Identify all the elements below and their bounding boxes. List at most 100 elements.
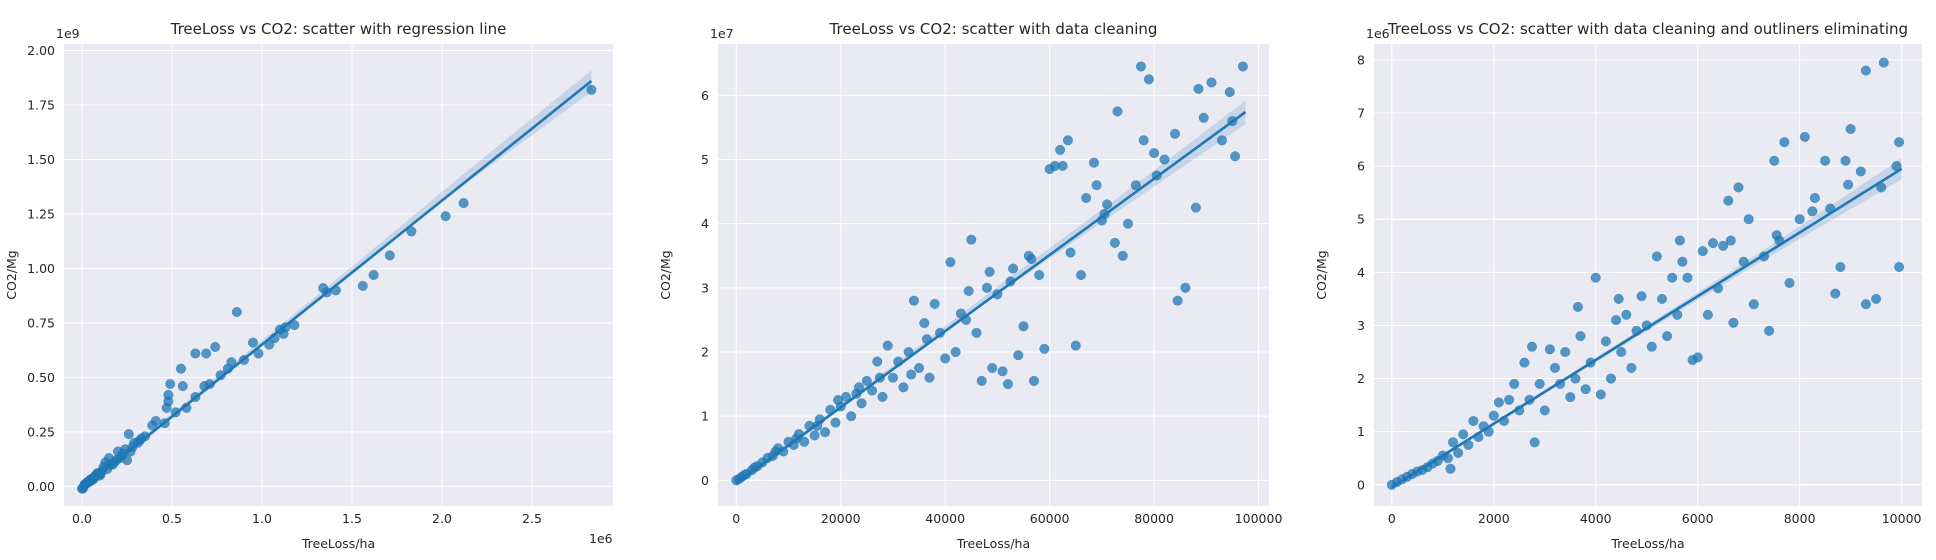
data-point [1769, 155, 1780, 166]
x-tick-label: 0 [732, 511, 740, 526]
data-point [1028, 375, 1040, 386]
data-point [1702, 309, 1713, 320]
data-point [877, 391, 888, 402]
data-point [1230, 151, 1241, 162]
data-point [1138, 135, 1149, 146]
data-point [384, 250, 395, 261]
data-point [1718, 240, 1729, 251]
data-point [1572, 301, 1583, 312]
x-axis-label: TreeLoss/ha [1610, 536, 1684, 551]
data-point [846, 411, 857, 422]
data-point [1130, 180, 1141, 191]
data-point [1224, 87, 1235, 98]
data-point [1190, 202, 1201, 213]
x-tick-label: 4000 [1580, 511, 1612, 526]
data-point [1611, 315, 1622, 326]
data-point [177, 381, 188, 392]
x-tick-label: 6000 [1682, 511, 1714, 526]
x-tick-label: 1.5 [342, 511, 362, 526]
data-point [1102, 199, 1113, 210]
data-point [1733, 182, 1744, 193]
data-point [1605, 373, 1617, 384]
data-point [1193, 83, 1204, 94]
data-point [165, 378, 176, 390]
x-tick-label: 2.5 [522, 511, 542, 526]
data-point [1743, 214, 1754, 225]
data-point [1590, 272, 1601, 283]
data-point [1845, 123, 1856, 135]
data-point [914, 362, 925, 374]
x-tick-label: 0.0 [72, 511, 92, 526]
data-point [1636, 291, 1647, 302]
y-tick-label: 3 [1357, 318, 1365, 333]
y-tick-label: 1.50 [27, 152, 55, 167]
data-point [1091, 180, 1102, 191]
data-point [368, 269, 379, 281]
chart-panel-1: 0.0 0.5 1.0 1.5 2.0 2.5 0.00 0.25 0.50 0.75 1.00 1.… [4, 20, 613, 551]
data-point [1674, 235, 1685, 246]
data-point [1216, 135, 1228, 146]
data-point [1840, 155, 1851, 166]
chart-panel-3: 0 2000 4000 6000 8000 10000 0 1 2 3 4 5 6 7 8 TreeLoss … [1314, 20, 1922, 551]
data-point [1112, 106, 1123, 117]
data-point [1447, 437, 1459, 448]
data-point [1723, 195, 1734, 206]
data-point [1843, 179, 1854, 190]
data-point [1075, 269, 1087, 281]
regression-line [81, 80, 593, 490]
data-point [833, 395, 844, 406]
y-tick-label: 2.00 [27, 43, 55, 58]
data-point [1595, 389, 1606, 400]
data-point [123, 429, 134, 440]
data-point [1453, 447, 1464, 458]
data-point [1018, 321, 1029, 332]
data-point [1109, 237, 1120, 248]
regression-line [735, 110, 1247, 485]
x-axis-label: TreeLoss/ha [956, 536, 1030, 551]
data-point [1784, 277, 1795, 289]
y-axis-label: CO2/Mg [658, 250, 673, 299]
data-point [898, 382, 909, 393]
data-point [809, 430, 820, 441]
x-tick-label: 80000 [1134, 511, 1174, 526]
data-point [1894, 261, 1905, 273]
y-tick-label: 0.50 [27, 370, 55, 385]
data-point [161, 402, 172, 413]
y-tick-label: 0 [701, 473, 709, 488]
data-point [147, 420, 158, 431]
data-point [856, 398, 867, 409]
data-point [231, 306, 242, 318]
data-point [1539, 405, 1550, 416]
data-point [1143, 74, 1154, 85]
data-point [1748, 299, 1759, 310]
data-point [971, 327, 982, 338]
y-tick-label: 2 [701, 345, 709, 360]
y-axis-multiplier: 1e6 [1366, 26, 1390, 41]
y-tick-label: 3 [701, 280, 709, 295]
data-point [1667, 272, 1678, 283]
data-point [1820, 155, 1831, 166]
x-tick-label: 60000 [1030, 511, 1070, 526]
data-point [1172, 295, 1183, 306]
data-point [1519, 357, 1530, 368]
chart-title: TreeLoss vs CO2: scatter with data clean… [829, 20, 1158, 38]
data-point [175, 363, 187, 374]
data-point [997, 366, 1008, 377]
data-point [1764, 325, 1775, 336]
data-point [1878, 57, 1889, 68]
data-point [1509, 378, 1520, 389]
data-point [1445, 463, 1456, 474]
data-point [1149, 148, 1160, 159]
x-tick-label: 10000 [1882, 511, 1922, 526]
data-point [1697, 246, 1708, 257]
x-tick-label: 2000 [1478, 511, 1510, 526]
data-point [945, 257, 956, 268]
data-point [1771, 230, 1782, 241]
data-point [940, 353, 951, 364]
data-point [1065, 247, 1076, 258]
y-tick-label: 4 [701, 216, 709, 231]
data-point [1621, 309, 1632, 320]
data-point [1835, 261, 1846, 273]
x-tick-label: 40000 [925, 511, 965, 526]
